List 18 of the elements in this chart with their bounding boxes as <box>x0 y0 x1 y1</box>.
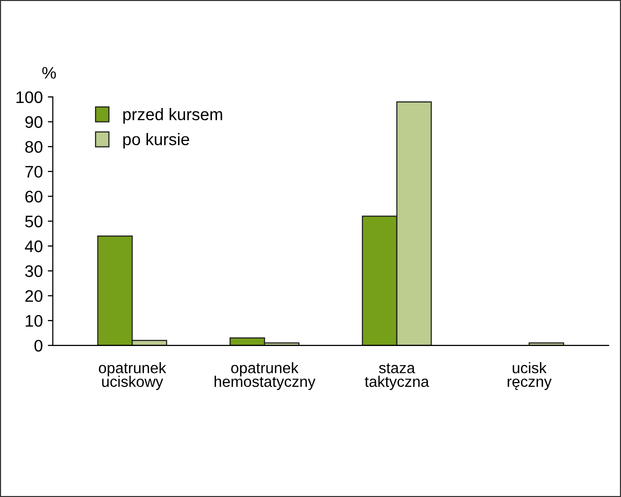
y-axis-title: % <box>42 66 56 79</box>
y-tick-label: 40 <box>24 240 42 252</box>
x-tick-label: staza taktyczna <box>364 363 430 390</box>
x-tick-label: ucisk ręczny <box>508 362 552 390</box>
legend-label: przed kursem <box>123 108 222 124</box>
y-tick-label: 90 <box>25 116 42 128</box>
y-tick-label: 50 <box>25 216 42 228</box>
y-tick-label: 20 <box>25 290 42 302</box>
x-tick-label: opatrunek uciskowy <box>98 362 166 390</box>
y-tick-label: 30 <box>25 265 42 278</box>
y-tick-label: 100 <box>16 91 42 104</box>
y-tick-label: 70 <box>25 166 42 178</box>
y-tick-label: 60 <box>25 190 42 203</box>
legend-label: po kursie <box>123 132 190 149</box>
y-tick-label: 0 <box>34 340 42 352</box>
y-tick-label: 10 <box>26 314 42 327</box>
x-tick-label: opatrunek hemostatyczny <box>214 362 316 390</box>
y-tick-label: 80 <box>25 141 42 153</box>
